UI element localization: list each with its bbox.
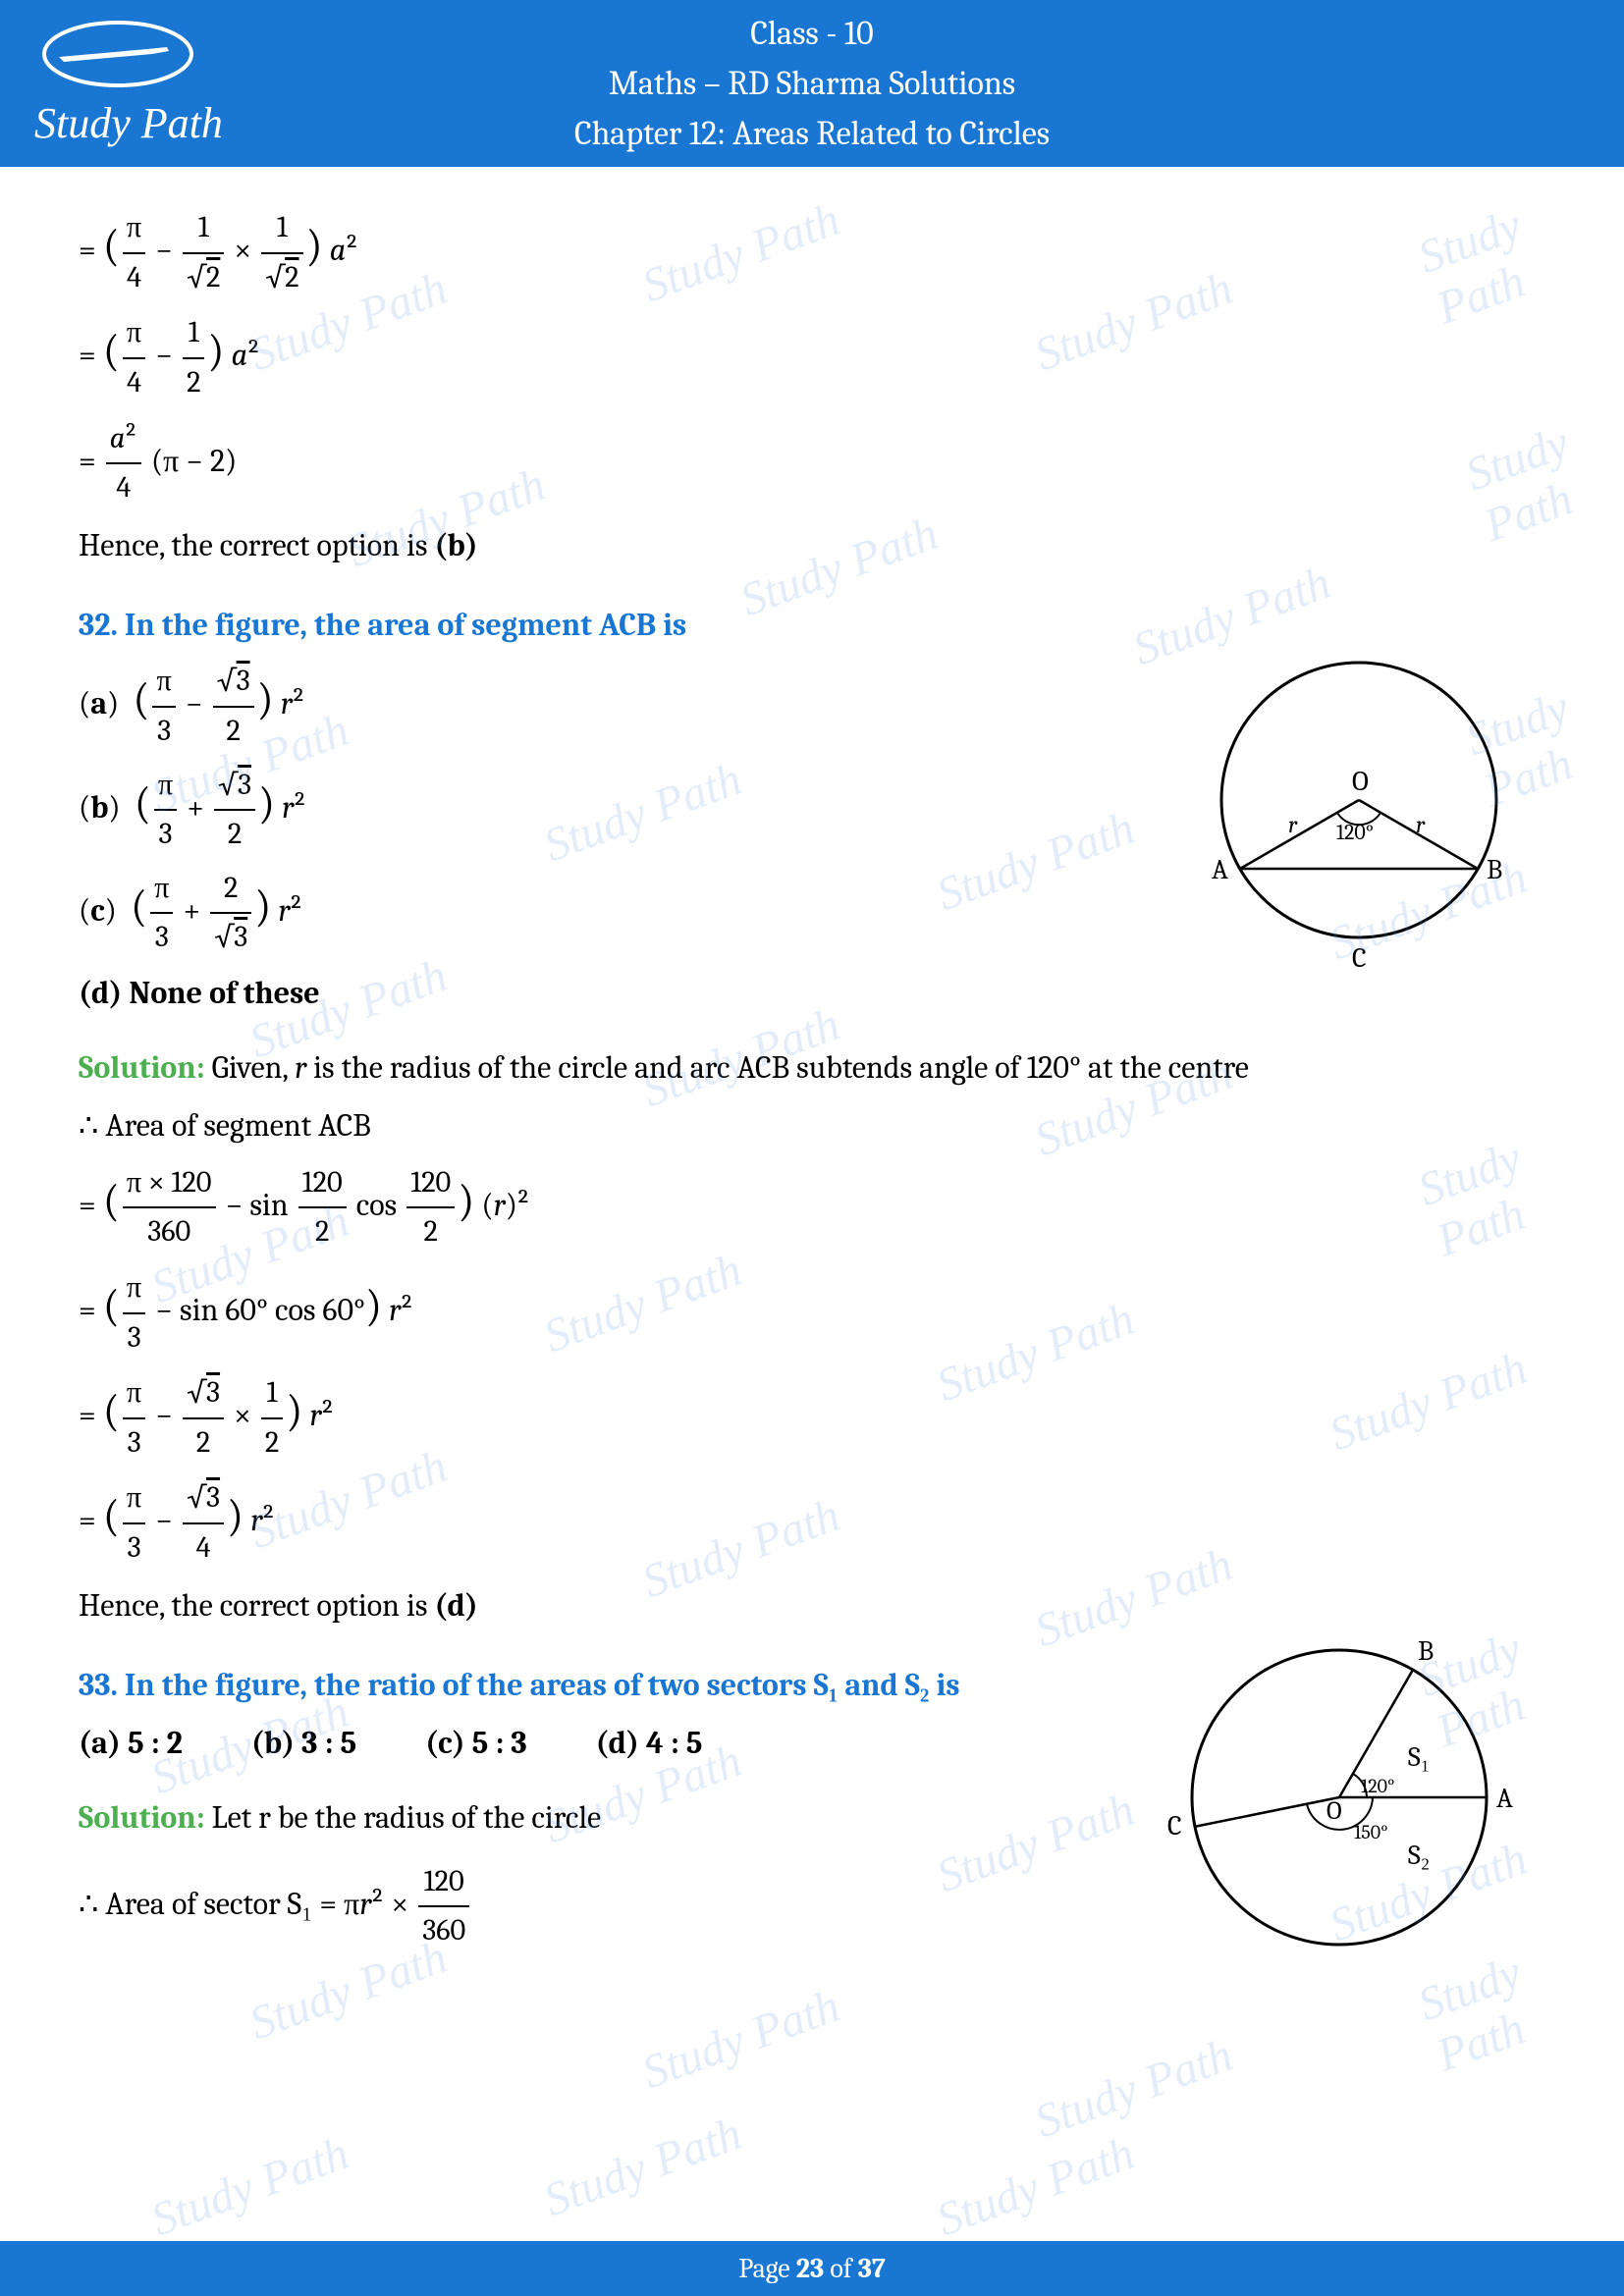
conclusion-31: Hence, the correct option is (b) [79,520,1545,570]
fig32-label-r2: r [1416,811,1426,838]
q33-block: 33. In the figure, the ratio of the area… [79,1660,1545,1955]
page-footer: Page 23 of 37 [0,2241,1624,2296]
watermark: Study Path [930,2126,1141,2247]
fig32-label-C: C [1352,942,1367,972]
q32-option-c: (c) (π3 + 2√3) r² [79,865,1110,962]
subject-label: Maths – RD Sharma Solutions [574,59,1050,109]
fig33-label-S1: S₁ [1408,1741,1430,1773]
fig33-label-ang2: 150° [1354,1821,1388,1843]
header-text: Class - 10 Maths – RD Sharma Solutions C… [574,9,1050,159]
fig33-label-ang1: 120° [1361,1775,1395,1797]
fig33-label-S2: S₂ [1408,1840,1430,1871]
q32-option-d: (d) None of these [79,968,1110,1018]
sol33-area: ∴ Area of sector S₁ = πr² × 120360 [79,1858,1110,1955]
equation-line-1: = (π4 − 1√2 × 1√2) a² [79,204,1545,301]
q32-option-b: (b) (π3 + √32) r² [79,762,1110,859]
q33-opt-d: (d) 4 : 5 [596,1718,703,1768]
solution-33: Solution: Let r be the radius of the cir… [79,1792,1110,1842]
figure-33: O A B C S₁ S₂ 120° 150° [1143,1621,1545,1979]
q33-heading: 33. In the figure, the ratio of the area… [79,1660,1110,1710]
chapter-label: Chapter 12: Areas Related to Circles [574,109,1050,159]
footer-total: 37 [858,2253,886,2284]
watermark: Study Path [537,2107,748,2227]
sol32-line4: = (π3 − √34) r² [79,1474,1545,1572]
content-area: = (π4 − 1√2 × 1√2) a² = (π4 − 12) a² = a… [0,167,1624,2061]
equation-line-3: = a²4 (π − 2) [79,415,1545,512]
fig32-label-r1: r [1288,811,1298,838]
fig32-label-A: A [1212,854,1228,885]
solution-label-32: Solution: [79,1049,205,1086]
answer-31: (b) [434,527,477,563]
hence-32-text: Hence, the correct option is [79,1587,427,1624]
logo-text: Study Path [34,99,223,147]
hence-31-text: Hence, the correct option is [79,527,427,563]
q33-opt-b: (b) 3 : 5 [251,1718,356,1768]
equation-line-2: = (π4 − 12) a² [79,309,1545,406]
fig32-label-angle: 120° [1336,820,1374,845]
sol32-line1: = (π × 120360 − sin 1202 cos 1202) (r)² [79,1159,1545,1256]
q33-opt-a: (a) 5 : 2 [79,1718,183,1768]
fig32-label-B: B [1487,854,1502,885]
class-label: Class - 10 [574,9,1050,59]
sol32-line3: = (π3 − √32 × 12) r² [79,1369,1545,1467]
fig33-label-B: B [1418,1635,1434,1667]
sol33-text: Let r be the radius of the circle [212,1799,602,1836]
watermark: Study Path [144,2126,355,2247]
footer-prefix: Page [738,2253,796,2284]
fig33-label-O: O [1326,1796,1342,1826]
figure-32: O A B C r r 120° [1172,638,1545,987]
answer-32: (d) [434,1587,477,1624]
sol32-area-label: ∴ Area of segment ACB [79,1100,1545,1150]
sol32-line2: = (π3 − sin 60° cos 60°) r² [79,1264,1545,1362]
q32-block: (a) (π3 − √32) r² (b) (π3 + √32) r² (c) … [79,658,1545,1018]
q32-option-a: (a) (π3 − √32) r² [79,658,1110,755]
q33-options: (a) 5 : 2 (b) 3 : 5 (c) 5 : 3 (d) 4 : 5 [79,1718,1110,1768]
fig33-label-C: C [1167,1810,1182,1842]
page: Study Path Class - 10 Maths – RD Sharma … [0,0,1624,2296]
solution-32: Solution: Given, r is the radius of the … [79,1042,1545,1093]
fig32-label-O: O [1352,766,1369,797]
footer-mid: of [824,2253,858,2284]
page-header: Study Path Class - 10 Maths – RD Sharma … [0,0,1624,167]
footer-num: 23 [796,2253,824,2284]
logo: Study Path [20,10,226,161]
fig33-label-A: A [1496,1783,1513,1814]
solution-label-33: Solution: [79,1799,205,1836]
q33-opt-c: (c) 5 : 3 [425,1718,527,1768]
